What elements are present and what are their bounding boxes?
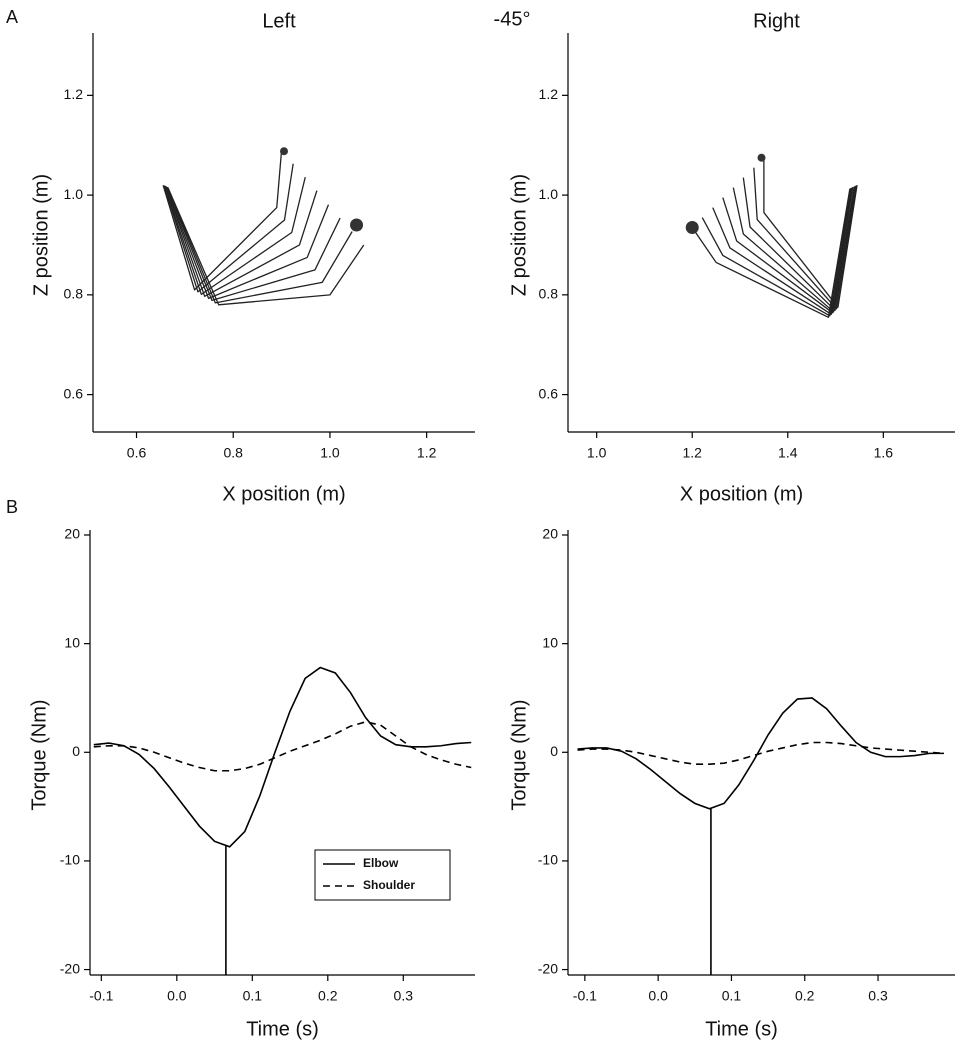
target-point bbox=[350, 218, 364, 232]
y-tick-label: 0.8 bbox=[539, 286, 559, 302]
x-tick-label: 1.4 bbox=[778, 445, 798, 461]
legend-box bbox=[314, 849, 451, 901]
y-tick-label: -20 bbox=[60, 960, 80, 976]
panel-label: A bbox=[6, 7, 18, 27]
x-tick-label: 0.0 bbox=[167, 988, 187, 1004]
panel: 1.0 1.2 1.4 1.6 0.6 0.8 1.0 1.2 Right X position … bbox=[508, 10, 955, 505]
arm-frame bbox=[742, 177, 856, 311]
x-tick-label: 0.2 bbox=[795, 988, 815, 1004]
y-tick-label: 0 bbox=[550, 743, 558, 759]
y-axis-label: Torque (Nm) bbox=[28, 699, 50, 810]
x-tick-label: 0.2 bbox=[318, 988, 338, 1004]
legend-label: Shoulder bbox=[363, 878, 415, 892]
series-line bbox=[93, 721, 472, 772]
x-tick-label: 0.6 bbox=[127, 445, 147, 461]
x-tick-label: 0.1 bbox=[243, 988, 263, 1004]
y-axis-label: Z position (m) bbox=[30, 174, 52, 296]
y-tick-label: 10 bbox=[64, 634, 80, 650]
arm-frame bbox=[763, 157, 858, 308]
x-tick-label: 1.2 bbox=[682, 445, 702, 461]
arm-frame bbox=[165, 186, 330, 299]
series-line bbox=[577, 741, 945, 766]
arm-frame bbox=[166, 186, 353, 304]
x-tick-label: -0.1 bbox=[89, 988, 113, 1004]
x-tick-label: 0.3 bbox=[394, 988, 414, 1004]
target-point bbox=[685, 221, 699, 235]
arm-frame bbox=[722, 187, 854, 314]
x-tick-label: 1.2 bbox=[417, 445, 437, 461]
y-tick-label: 10 bbox=[542, 634, 558, 650]
y-tick-label: 0.6 bbox=[64, 385, 84, 401]
y-axis-label: Z position (m) bbox=[508, 174, 530, 296]
x-tick-label: 0.1 bbox=[722, 988, 742, 1004]
arm-frame bbox=[164, 185, 318, 297]
x-tick-label: 1.0 bbox=[320, 445, 340, 461]
arm-frame bbox=[732, 186, 855, 313]
arm-frame bbox=[712, 187, 853, 315]
x-tick-label: 0.8 bbox=[223, 445, 243, 461]
x-tick-label: 1.6 bbox=[874, 445, 894, 461]
figure-title: -45° bbox=[494, 8, 531, 30]
y-tick-label: 1.0 bbox=[539, 186, 559, 202]
arm-frame bbox=[163, 176, 306, 295]
arm-frame bbox=[691, 188, 851, 318]
x-tick-label: 0.0 bbox=[648, 988, 668, 1004]
x-axis-label: X position (m) bbox=[222, 483, 345, 505]
target-point bbox=[280, 147, 288, 156]
panel: -0.1 0.0 0.1 0.2 0.3 -20 -10 0 10 20 Time (s) Torqu… bbox=[28, 526, 475, 1040]
legend-label: Elbow bbox=[363, 856, 399, 870]
panel-label: B bbox=[6, 497, 18, 517]
arm-frame bbox=[163, 163, 294, 293]
y-tick-label: 1.2 bbox=[539, 86, 559, 102]
arm-frame bbox=[162, 150, 283, 291]
arm-frame bbox=[167, 187, 365, 306]
x-tick-label: 1.0 bbox=[587, 445, 607, 461]
y-tick-label: 1.2 bbox=[64, 86, 84, 102]
x-axis-label: Time (s) bbox=[705, 1018, 778, 1040]
arm-frame bbox=[166, 186, 341, 301]
y-tick-label: 0.8 bbox=[64, 286, 84, 302]
panel: -0.1 0.0 0.1 0.2 0.3 -20 -10 0 10 20 Time (s) Torqu… bbox=[508, 526, 955, 1040]
panel-title: Left bbox=[262, 10, 296, 32]
y-tick-label: 1.0 bbox=[64, 186, 84, 202]
x-tick-label: -0.1 bbox=[573, 988, 597, 1004]
x-tick-label: 0.3 bbox=[868, 988, 888, 1004]
panel: 0.6 0.8 1.0 1.2 0.6 0.8 1.0 1.2 Left X position (… bbox=[30, 10, 475, 505]
series-line bbox=[93, 666, 472, 848]
arm-frame bbox=[701, 188, 852, 317]
y-tick-label: 20 bbox=[64, 526, 80, 542]
series-line bbox=[577, 697, 945, 810]
y-tick-label: 20 bbox=[542, 526, 558, 542]
x-axis-label: Time (s) bbox=[246, 1018, 319, 1040]
x-axis-label: X position (m) bbox=[680, 483, 803, 505]
y-tick-label: -20 bbox=[538, 960, 558, 976]
target-point bbox=[757, 153, 766, 162]
y-axis-label: Torque (Nm) bbox=[508, 699, 530, 810]
y-tick-label: 0 bbox=[72, 743, 80, 759]
y-tick-label: 0.6 bbox=[539, 385, 559, 401]
y-tick-label: -10 bbox=[538, 852, 558, 868]
arm-frame bbox=[753, 167, 857, 310]
y-tick-label: -10 bbox=[60, 852, 80, 868]
panel-title: Right bbox=[753, 10, 800, 32]
